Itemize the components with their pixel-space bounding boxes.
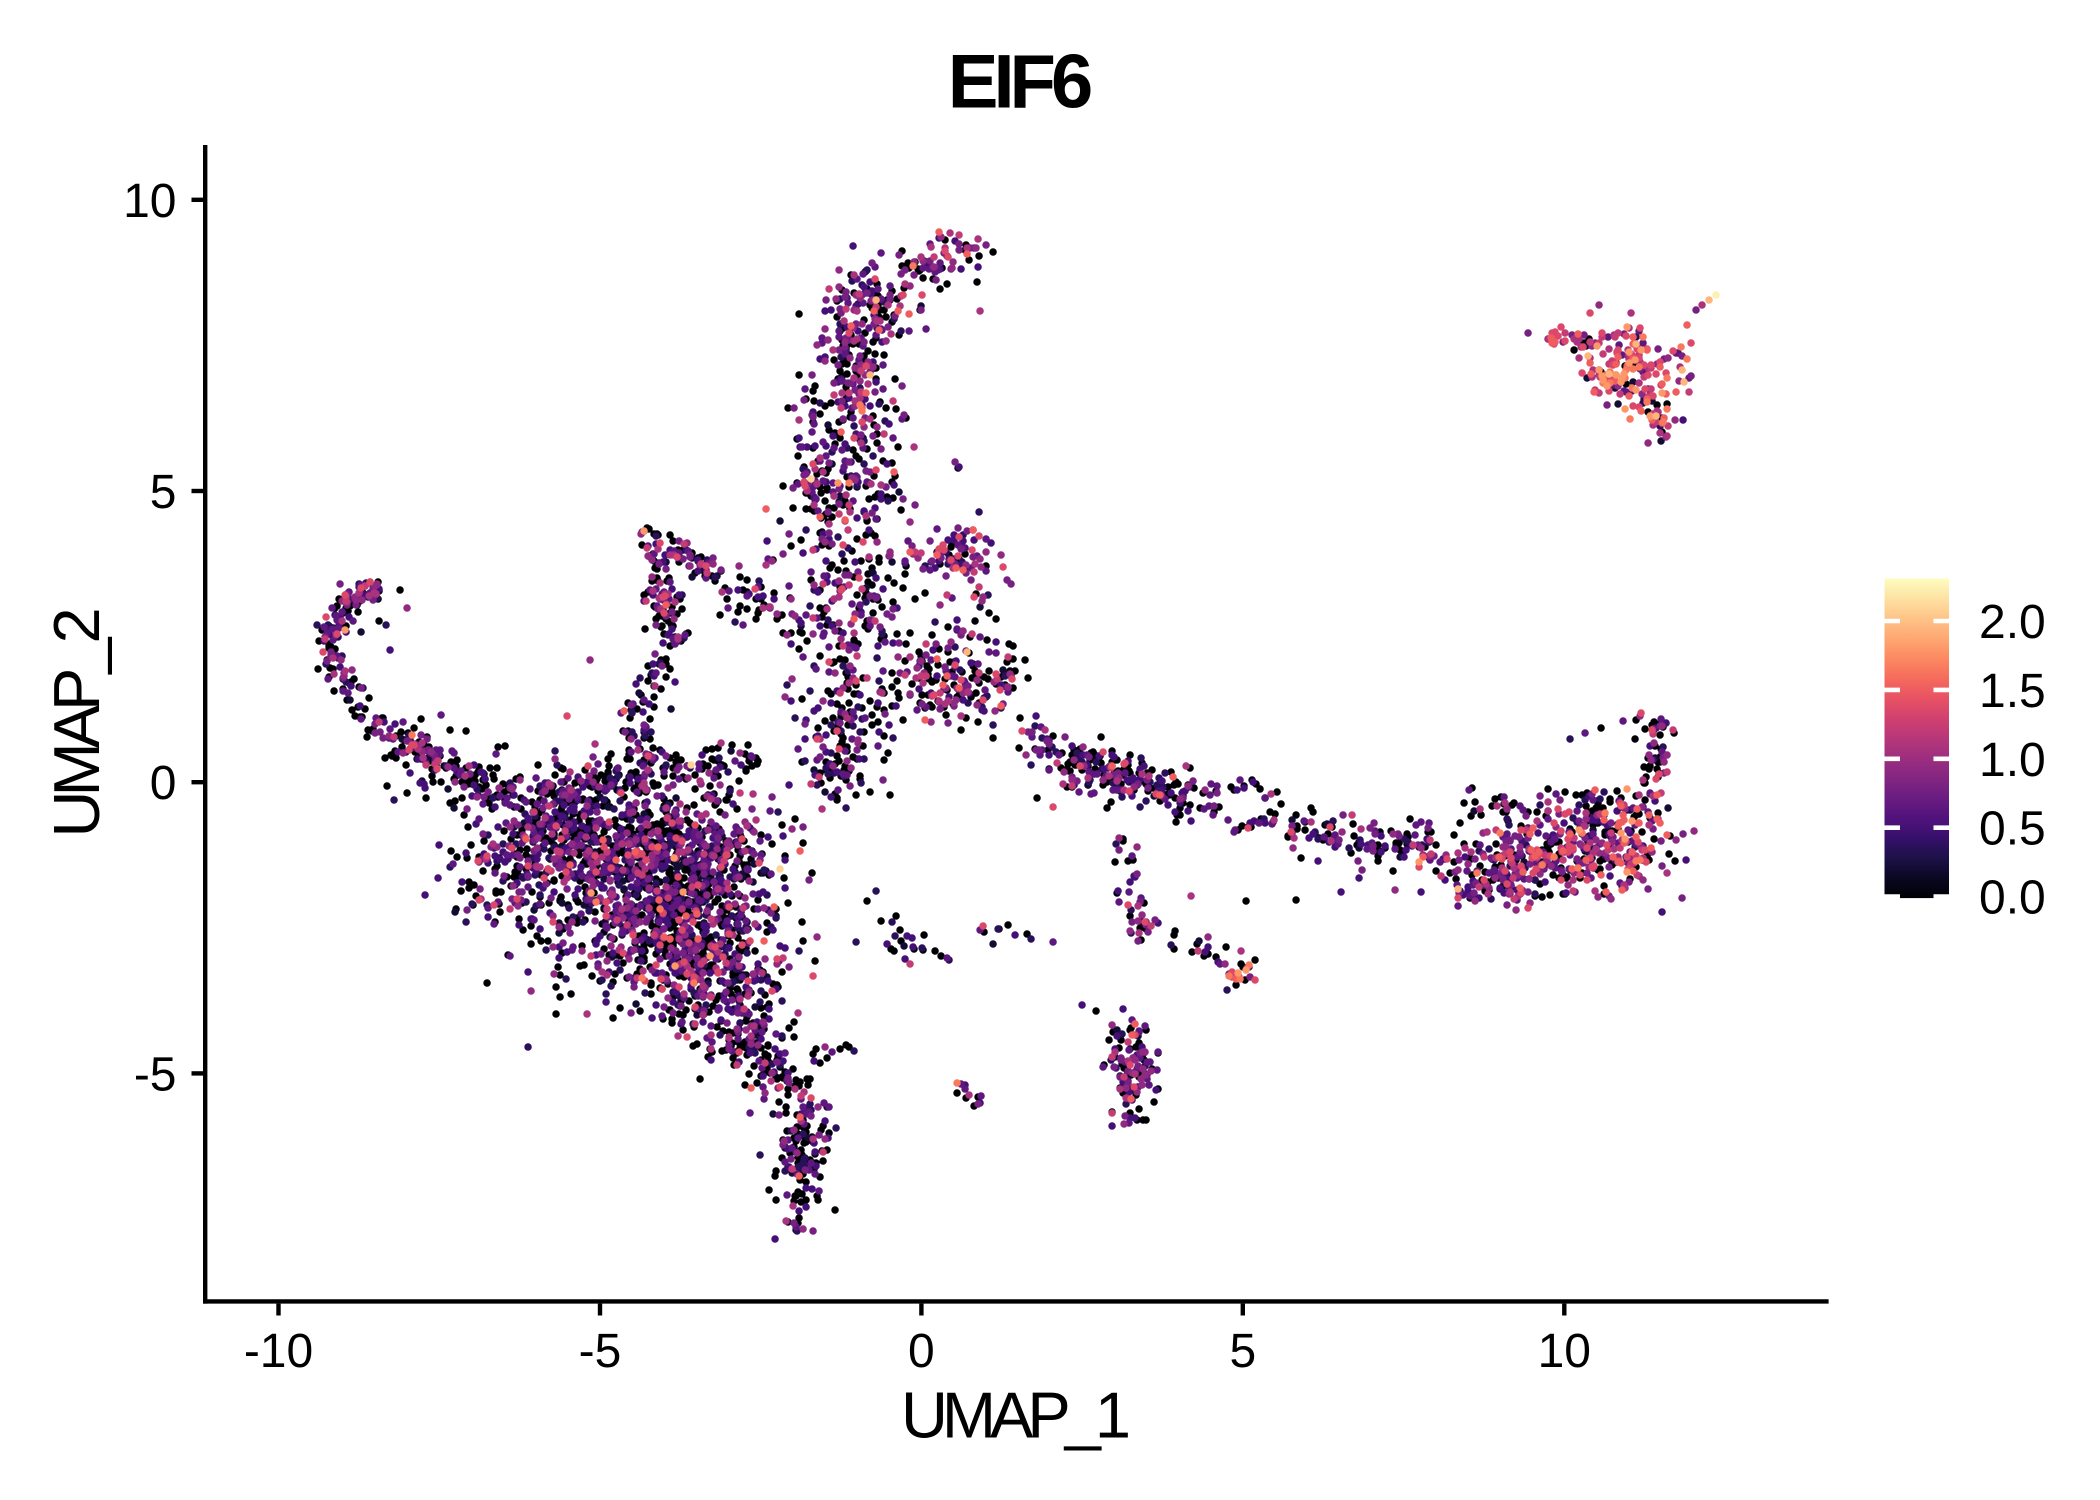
svg-text:UMAP_1: UMAP_1 [901, 1379, 1128, 1452]
svg-text:2.0: 2.0 [1979, 596, 2046, 649]
svg-text:-5: -5 [134, 1048, 177, 1101]
svg-text:0.0: 0.0 [1979, 872, 2046, 925]
svg-text:5: 5 [1229, 1325, 1256, 1378]
svg-text:1.0: 1.0 [1979, 734, 2046, 787]
svg-text:10: 10 [123, 175, 176, 228]
svg-text:10: 10 [1538, 1325, 1591, 1378]
svg-text:UMAP_2: UMAP_2 [40, 611, 113, 838]
svg-text:-5: -5 [579, 1325, 622, 1378]
svg-text:0: 0 [150, 757, 177, 810]
svg-text:1.5: 1.5 [1979, 665, 2046, 718]
svg-text:-10: -10 [244, 1325, 313, 1378]
svg-text:0.5: 0.5 [1979, 803, 2046, 856]
svg-text:EIF6: EIF6 [948, 40, 1091, 125]
svg-text:0: 0 [908, 1325, 935, 1378]
svg-text:5: 5 [150, 466, 177, 519]
